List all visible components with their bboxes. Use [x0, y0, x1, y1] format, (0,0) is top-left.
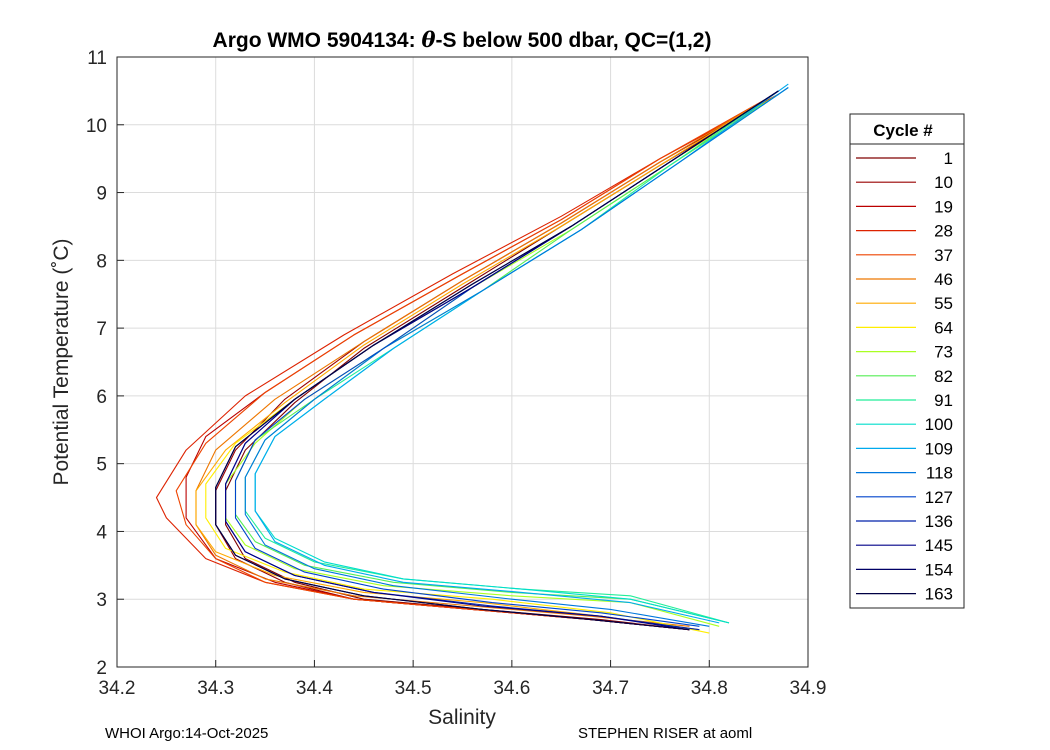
footer-left: WHOI Argo:14-Oct-2025: [105, 725, 269, 742]
grid-lines: [116, 56, 809, 668]
legend-label: 37: [934, 246, 953, 265]
legend-label: 82: [934, 367, 953, 386]
series-line-cycle-37: [175, 97, 769, 631]
legend-label: 145: [925, 536, 953, 555]
chart-title-theta: θ: [421, 27, 435, 52]
series-line-cycle-1: [225, 93, 779, 631]
x-tick-label: 34.8: [691, 678, 728, 699]
legend: Cycle # 1 10 19 28 37 46 55 64 73 82 91 100 109 118 12…: [849, 113, 965, 609]
legend-label: 127: [925, 488, 953, 507]
y-tick-label: 3: [96, 590, 107, 611]
legend-items: 1 10 19 28 37 46 55 64 73 82 91 100 109 118 127 136 145 1…: [856, 149, 953, 604]
legend-box: [849, 113, 965, 609]
x-tick-label: 34.7: [592, 678, 629, 699]
x-axis-label: Salinity: [428, 706, 496, 729]
series-line-cycle-73: [225, 93, 779, 627]
y-tick-label: 7: [96, 319, 107, 340]
x-tick-label: 34.2: [99, 678, 136, 699]
legend-label: 100: [925, 415, 953, 434]
x-tick-label: 34.3: [197, 678, 234, 699]
y-tick-label: 6: [96, 387, 107, 408]
x-tick-label: 34.6: [493, 678, 530, 699]
y-axis-label: Potential Temperature (˚C): [50, 238, 73, 485]
legend-label: 163: [925, 585, 953, 604]
y-tick-label: 8: [96, 251, 107, 272]
y-tick-label: 4: [96, 522, 107, 543]
series-line-cycle-136: [225, 90, 779, 631]
x-tick-label: 34.5: [395, 678, 432, 699]
chart-title: Argo WMO 5904134: θ-S below 500 dbar, QC…: [213, 27, 712, 52]
series-lines: [155, 83, 789, 634]
legend-label: 91: [934, 391, 953, 410]
legend-label: 1: [944, 149, 953, 168]
legend-label: 64: [934, 318, 953, 337]
legend-label: 55: [934, 294, 953, 313]
legend-label: 109: [925, 439, 953, 458]
legend-label: 73: [934, 343, 953, 362]
plot-frame: [116, 56, 809, 668]
legend-label: 28: [934, 222, 953, 241]
chart-title-suffix: -S below 500 dbar, QC=(1,2): [435, 29, 711, 52]
chart-title-prefix: Argo WMO 5904134:: [213, 29, 422, 52]
legend-label: 154: [925, 560, 953, 579]
series-line-cycle-109: [254, 83, 789, 624]
y-tick-label: 2: [96, 658, 107, 679]
footer-right: STEPHEN RISER at aoml: [578, 725, 753, 742]
legend-title: Cycle #: [873, 121, 933, 140]
x-tick-label: 34.4: [296, 678, 333, 699]
y-tick-label: 10: [86, 116, 107, 137]
series-line-cycle-55: [195, 97, 769, 631]
series-line-cycle-154: [215, 90, 779, 631]
series-line-cycle-145: [225, 90, 779, 631]
legend-label: 10: [934, 173, 953, 192]
y-tick-label: 9: [96, 184, 107, 205]
legend-label: 136: [925, 512, 953, 531]
axis-ticks: 34.2 34.3 34.4 34.5 34.6 34.7 34.8 34.9 2 3 4 5 6 7 8 9…: [86, 48, 827, 699]
legend-label: 19: [934, 197, 953, 216]
legend-label: 118: [926, 464, 953, 483]
series-line-cycle-100: [254, 87, 789, 624]
y-tick-label: 5: [96, 455, 107, 476]
x-tick-label: 34.9: [790, 678, 827, 699]
legend-label: 46: [934, 270, 953, 289]
series-line-cycle-64: [205, 93, 779, 634]
series-line-cycle-118: [244, 87, 789, 627]
series-line-cycle-28: [155, 93, 779, 631]
series-line-cycle-163: [215, 90, 779, 631]
series-line-cycle-46: [195, 97, 769, 627]
y-tick-label: 11: [87, 48, 107, 69]
